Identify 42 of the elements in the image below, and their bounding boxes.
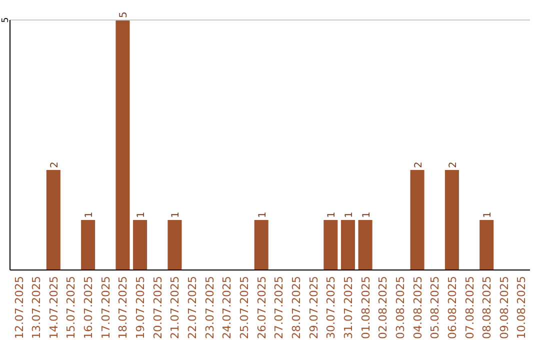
x-tick-label: 08.08.2025 — [480, 276, 494, 339]
x-tick-label: 16.07.2025 — [82, 276, 96, 339]
data-label: 2 — [49, 162, 60, 168]
x-tick-label: 31.07.2025 — [342, 276, 355, 339]
x-tick-label: 25.07.2025 — [238, 276, 252, 339]
x-tick-label: 21.07.2025 — [168, 276, 182, 339]
data-label: 1 — [170, 212, 182, 218]
x-tick-label: 15.07.2025 — [64, 276, 78, 339]
x-tick-label: 20.07.2025 — [151, 276, 164, 339]
x-tick-label: 30.07.2025 — [324, 276, 338, 339]
x-tick-label: 28.07.2025 — [290, 276, 303, 339]
x-tick-label: 14.07.2025 — [47, 276, 60, 339]
data-label: 1 — [326, 212, 338, 218]
x-tick-label: 03.08.2025 — [394, 276, 407, 339]
x-tick-label: 22.07.2025 — [186, 276, 200, 339]
x-tick-label: 13.07.2025 — [30, 276, 44, 339]
x-tick-label: 01.08.2025 — [359, 276, 372, 339]
x-tick-label: 19.07.2025 — [134, 276, 148, 339]
data-label: 1 — [84, 212, 96, 218]
data-label: 1 — [361, 212, 372, 218]
x-tick-label: 04.08.2025 — [411, 276, 424, 339]
x-tick-label: 17.07.2025 — [99, 276, 112, 339]
data-label: 2 — [448, 162, 459, 168]
x-tick-label: 07.08.2025 — [463, 276, 476, 339]
x-tick-label: 06.08.2025 — [446, 276, 459, 339]
data-label: 1 — [482, 212, 494, 218]
data-label: 1 — [136, 212, 148, 218]
x-tick-label: 09.08.2025 — [498, 276, 511, 339]
data-label: 1 — [344, 212, 355, 218]
x-tick-label: 26.07.2025 — [255, 276, 268, 339]
data-label: 5 — [118, 12, 130, 18]
x-tick-label: 05.08.2025 — [428, 276, 442, 339]
x-tick-label: 12.07.2025 — [12, 276, 26, 339]
x-tick-label: 23.07.2025 — [203, 276, 216, 339]
data-label: 1 — [257, 212, 268, 218]
x-tick-label: 27.07.2025 — [272, 276, 286, 339]
x-tick-label: 02.08.2025 — [376, 276, 390, 339]
x-tick-label: 18.07.2025 — [116, 276, 130, 339]
data-label: 2 — [413, 162, 424, 168]
x-tick-label: 24.07.2025 — [220, 276, 234, 339]
x-tick-label: 10.08.2025 — [515, 276, 528, 339]
x-tick-label: 29.07.2025 — [307, 276, 320, 339]
